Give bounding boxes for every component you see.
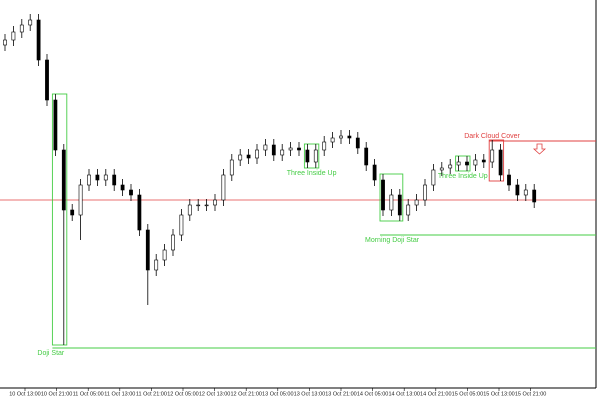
pattern-label: Three Inside Up [287, 170, 337, 177]
x-tick-label: 10 Oct 21:00 [41, 391, 73, 397]
x-tick-label: 11 Oct 21:00 [136, 391, 167, 397]
candle-body [339, 135, 343, 139]
candle-body [372, 164, 377, 181]
candle-body [389, 194, 394, 211]
candle-body [3, 39, 7, 46]
x-tick-label: 13 Oct 05:00 [262, 391, 294, 397]
candle-body [381, 179, 385, 211]
candle-body [154, 259, 159, 271]
candle-body [288, 147, 293, 151]
candle-body [507, 174, 511, 186]
pattern-label: Doji Star [37, 350, 65, 357]
candle-body [53, 99, 58, 151]
x-tick-label: 12 Oct 21:00 [230, 391, 262, 397]
x-tick-label: 11 Oct 13:00 [104, 391, 135, 397]
pattern-box [303, 143, 320, 169]
x-tick-label: 10 Oct 13:00 [9, 391, 41, 397]
candle-body [313, 149, 318, 163]
candle-body [364, 147, 369, 166]
candle-body [187, 204, 192, 216]
candle-body [120, 184, 125, 191]
candle-body [423, 184, 427, 201]
sell-arrow [532, 143, 547, 155]
candle-body [171, 234, 175, 251]
candle-body [112, 174, 117, 186]
candle-body [137, 194, 142, 231]
candle-body [162, 249, 167, 261]
candle-body [456, 161, 461, 166]
candle-body [498, 149, 503, 176]
candle-body [448, 164, 453, 169]
candle-body [45, 59, 49, 101]
x-tick-label: 12 Oct 05:00 [167, 391, 199, 397]
pattern-box [455, 155, 471, 172]
candle-body [221, 174, 226, 201]
candle-body [238, 154, 243, 161]
candle-body [280, 149, 285, 156]
candle-body [532, 189, 537, 203]
pattern-label: Three Inside Up [438, 173, 488, 180]
x-tick-label: 12 Oct 13:00 [199, 391, 231, 397]
candle-body [355, 137, 360, 149]
candle-body [255, 149, 259, 159]
candle-body [28, 19, 33, 26]
candle-body [481, 159, 486, 163]
candle-body [11, 31, 16, 41]
candle-body [61, 149, 66, 211]
candle-body [213, 199, 217, 206]
candle-body [129, 189, 133, 196]
candle-body [431, 169, 436, 186]
candle-body [439, 167, 444, 171]
candle-body [204, 204, 209, 207]
x-tick-label: 15 Oct 05:00 [452, 391, 484, 397]
candle-body [179, 214, 184, 236]
x-tick-label: 15 Oct 13:00 [483, 391, 515, 397]
candle-body [19, 24, 24, 33]
candle-body [70, 209, 75, 216]
candle-body [95, 174, 100, 181]
candle-body [523, 189, 528, 196]
candle-body [297, 147, 301, 151]
pattern-label: Dark Cloud Cover [464, 133, 520, 140]
candle-body [145, 229, 150, 271]
candle-body [322, 141, 327, 151]
candle-body [406, 204, 411, 216]
pattern-label: Morning Doji Star [365, 237, 420, 244]
candle-body [414, 199, 419, 206]
pattern-box [379, 173, 404, 222]
candle-body [87, 174, 91, 186]
candle-body [196, 204, 201, 207]
x-tick-label: 14 Oct 13:00 [388, 391, 420, 397]
pattern-box [488, 139, 505, 182]
candle-body [473, 159, 478, 166]
x-tick-label: 14 Oct 21:00 [420, 391, 452, 397]
candle-body [490, 149, 495, 163]
candle-body [347, 135, 352, 139]
candle-body [271, 144, 276, 156]
x-tick-label: 14 Oct 05:00 [357, 391, 389, 397]
candle-body [397, 194, 402, 216]
candle-body [515, 184, 520, 196]
x-tick-label: 11 Oct 05:00 [73, 391, 104, 397]
candle-body [78, 184, 83, 216]
candle-body [103, 174, 108, 181]
x-tick-label: 13 Oct 13:00 [294, 391, 326, 397]
pattern-box [51, 93, 68, 346]
candle-body [263, 144, 268, 151]
candle-body [305, 149, 310, 163]
candle-body [246, 154, 251, 159]
candle-body [465, 161, 469, 166]
x-tick-label: 13 Oct 21:00 [325, 391, 357, 397]
x-tick-label: 15 Oct 21:00 [515, 391, 547, 397]
candle-body [330, 137, 335, 143]
candle-body [36, 19, 41, 61]
candle-body [229, 159, 234, 176]
